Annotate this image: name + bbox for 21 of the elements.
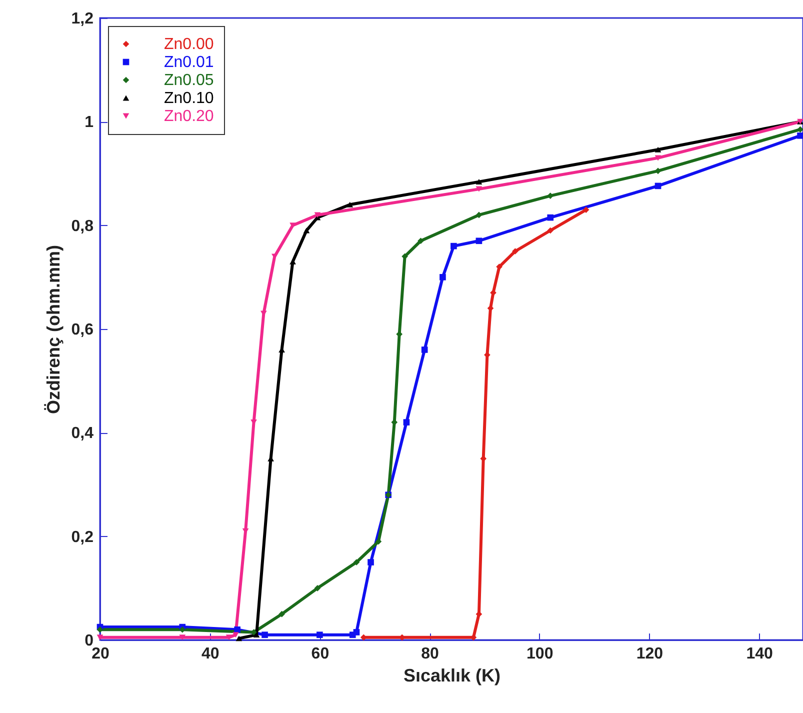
legend-label: Zn0.10 (164, 90, 214, 107)
x-tick-label: 20 (92, 646, 110, 662)
y-tick-label: 0,6 (71, 322, 94, 338)
x-tick-label: 80 (421, 646, 440, 662)
legend-label: Zn0.01 (164, 54, 214, 71)
y-tick-label: 0,2 (71, 528, 94, 546)
y-tick-label: 0 (84, 632, 94, 650)
x-tick-label: 120 (636, 646, 664, 662)
y-tick-label: 0,8 (71, 218, 94, 235)
y-tick-label: 0,4 (71, 425, 94, 442)
y-tick-label: 1,2 (71, 10, 94, 28)
x-tick-label: 140 (746, 646, 774, 662)
x-tick-label: 60 (311, 646, 330, 662)
legend-label: Zn0.00 (164, 36, 214, 53)
legend-label: Zn0.05 (164, 72, 214, 89)
legend-label: Zn0.20 (164, 108, 214, 125)
x-tick-label: 100 (526, 646, 554, 662)
y-tick-label: 1 (84, 114, 94, 132)
x-axis-title: Sıcaklık (K) (403, 666, 501, 686)
x-tick-label: 40 (201, 646, 220, 662)
y-axis-title: Özdirenç (ohm.mm) (43, 244, 64, 414)
